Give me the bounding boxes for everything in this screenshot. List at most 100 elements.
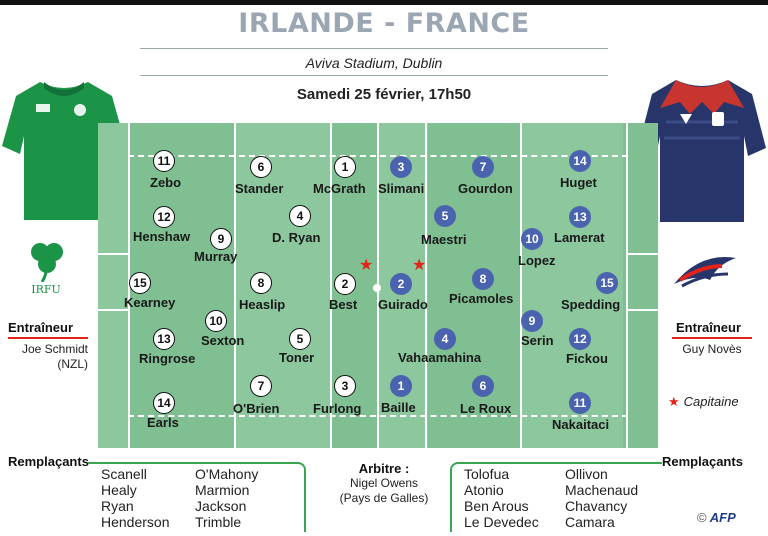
ireland-player-number: 11 [153,150,175,172]
france-player-name: Vahaamahina [398,350,482,365]
france-player-name: Gourdon [458,181,513,196]
france-player-number: 2 [390,273,412,295]
ireland-player-name: Murray [194,249,238,264]
substitute-name: Ryan [101,498,134,514]
ireland-coach-label: Entraîneur [8,320,74,335]
22-line [520,123,522,448]
substitute-name: Machenaud [565,482,639,498]
france-player-name: Baille [381,400,416,415]
ireland-player-number: 12 [153,206,175,228]
ireland-player-number: 8 [250,272,272,294]
substitute-name: Tolofua [464,466,510,482]
france-player-name: Huget [560,175,597,190]
substitute-name: Chavancy [565,498,628,514]
france-player-name: Picamoles [449,291,514,306]
france-player-name: Le Roux [460,401,512,416]
referee-country: (Pays de Galles) [339,491,429,505]
ireland-player-name: O'Brien [233,401,280,416]
referee-name: Nigel Owens [349,476,419,490]
ireland-player-number: 5 [289,328,311,350]
substitute-name: Ben Arous [464,498,529,514]
referee-label: Arbitre : [358,461,410,476]
france-player-number: 1 [390,375,412,397]
france-player-number: 4 [434,328,456,350]
france-subs-column: Ollivon Machenaud Chavancy Camara [565,466,638,530]
divider [140,75,608,76]
ireland-player-number: 14 [153,392,175,414]
ireland-player-name: McGrath [313,181,366,196]
france-player-number: 12 [569,328,591,350]
substitute-name: Le Devedec [464,514,539,530]
ireland-player-number: 15 [129,272,151,294]
ffr-logo-icon [674,257,736,288]
substitute-name: Ollivon [565,466,608,482]
afp-credit: © AFP [697,510,736,525]
5m-line [128,155,628,157]
stadium-label: Aviva Stadium, Dublin [305,55,443,71]
22-line [234,123,236,448]
france-player-name: Slimani [378,181,425,196]
ireland-player-name: Sexton [201,333,245,348]
france-player-number: 9 [521,310,543,332]
ireland-player-name: Furlong [313,401,362,416]
france-player-name: Spedding [561,297,621,312]
ireland-player-number: 1 [334,156,356,178]
centre-spot [373,284,381,292]
goal-posts-right [626,253,660,311]
france-player-number: 11 [569,392,591,414]
substitute-name: Healy [101,482,137,498]
ireland-subs-column: O'Mahony Marmion Jackson Trimble [195,466,258,530]
captain-legend-label: Capitaine [683,394,739,409]
substitute-name: Atonio [464,482,504,498]
ireland-player-name: Best [329,297,358,312]
substitute-name: O'Mahony [195,466,259,482]
france-subs-bracket [450,462,662,532]
france-subs-label: Remplaçants [662,454,743,469]
france-player-number: 6 [472,375,494,397]
shamrock-icon [31,243,63,282]
france-jersey-icon [638,80,766,222]
ireland-player-name: Henshaw [133,229,191,244]
france-player-name: Nakaitaci [552,417,610,432]
ireland-player-name: Ringrose [139,351,196,366]
ireland-player-number: 9 [210,228,232,250]
france-player-number: 15 [596,272,618,294]
substitute-name: Henderson [101,514,170,530]
france-player-number: 8 [472,268,494,290]
ireland-subs-bracket [88,462,306,532]
ireland-player-number: 2 [334,273,356,295]
france-player-name: Serin [521,333,554,348]
ireland-player-number: 6 [250,156,272,178]
afp-logo: AFP [709,510,736,525]
captain-star-icon: ★ [668,394,680,409]
ireland-player-name: Zebo [150,175,182,190]
substitute-name: Jackson [195,498,247,514]
substitute-name: Marmion [195,482,250,498]
captain-legend: ★ Capitaine [668,394,739,410]
france-subs-column: Tolofua Atonio Ben Arous Le Devedec [464,466,539,530]
ireland-jersey-icon [2,82,126,220]
5m-line [128,415,628,417]
france-player-name: Guirado [378,297,428,312]
referee-block: Arbitre : Nigel Owens (Pays de Galles) [318,461,450,506]
captain-star-icon: ★ [359,257,374,274]
ireland-subs-column: Scanell Healy Ryan Henderson [101,466,170,530]
france-player-name: Maestri [421,232,467,247]
ireland-coach: Joe Schmidt (NZL) [8,342,88,372]
ireland-player-number: 4 [289,205,311,227]
substitute-name: Camara [565,514,615,530]
top-bar [0,0,768,5]
ireland-player-name: Kearney [124,295,176,310]
copyright-symbol: © [697,510,707,525]
ireland-player-number: 7 [250,375,272,397]
ireland-player-number: 13 [153,328,175,350]
irfu-logo-label: IRFU [31,283,61,296]
ireland-coach-name: Joe Schmidt [21,342,88,356]
ireland-player-name: Toner [279,350,315,365]
france-player-number: 13 [569,206,591,228]
divider [140,48,608,49]
10-line [425,123,427,448]
france-player-name: Lamerat [554,230,605,245]
france-player-number: 5 [434,205,456,227]
ireland-player-name: Earls [147,415,179,430]
